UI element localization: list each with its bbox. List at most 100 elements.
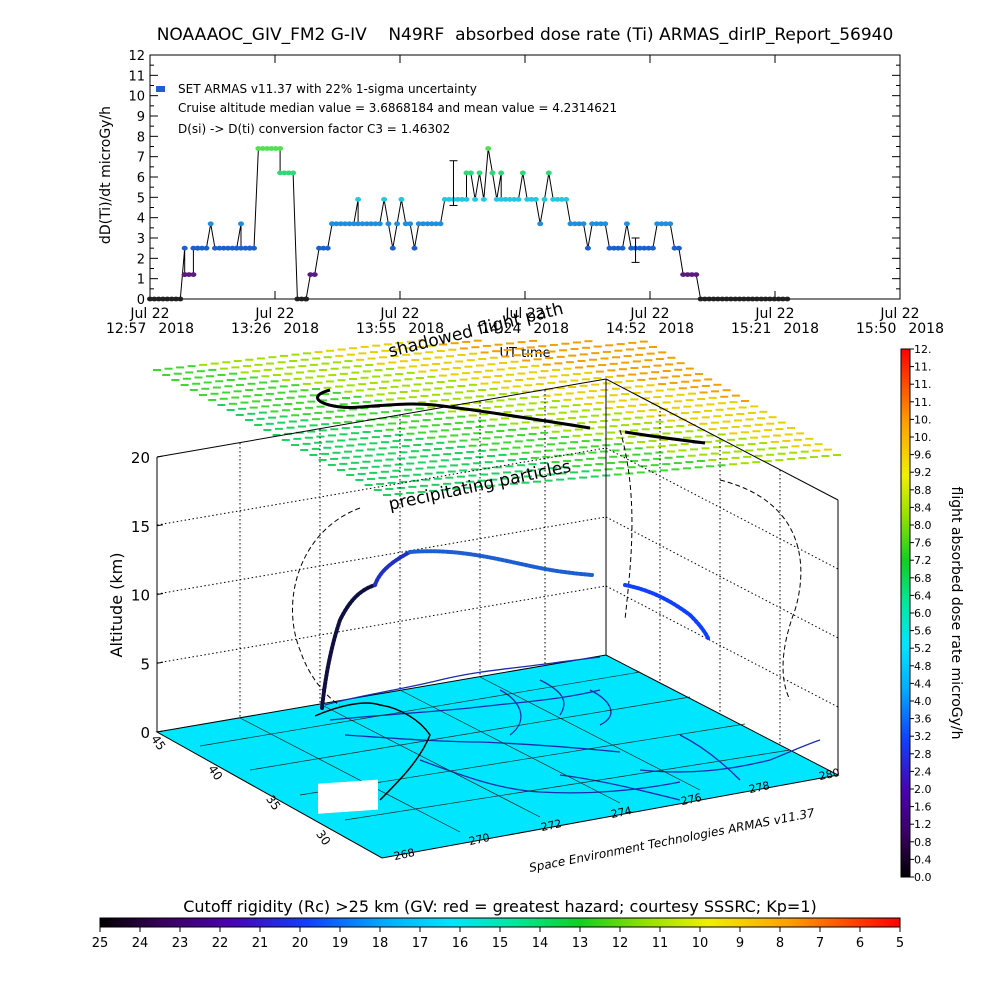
right-top-edge — [605, 378, 839, 501]
y-tick-label: 0 — [137, 293, 145, 308]
data-point — [394, 221, 401, 227]
z-tick-label: 20 — [131, 449, 150, 467]
y-tick-label: 1 — [137, 273, 145, 288]
data-point — [359, 221, 366, 227]
data-point — [233, 245, 240, 251]
data-point — [723, 296, 730, 302]
x-tick-year: 2018 — [533, 321, 569, 337]
dose-colorbar-tick-label: 4.8 — [914, 660, 932, 673]
dose-colorbar-tick-label: 4.0 — [914, 695, 932, 708]
rigidity-colorbar-bar — [99, 917, 901, 928]
y-tick-label: 8 — [137, 130, 145, 145]
data-point — [636, 245, 643, 251]
legend-line-1: SET ARMAS v11.37 with 22% 1-sigma uncert… — [178, 82, 477, 96]
data-point — [593, 221, 600, 227]
y-tick-label: 4 — [137, 212, 145, 227]
legend-marker — [156, 86, 165, 92]
data-point — [311, 272, 318, 277]
data-point — [697, 296, 704, 302]
data-point — [441, 197, 448, 202]
dose-colorbar-tick-label: 5.2 — [914, 642, 932, 655]
longitude-tick-label: 268 — [393, 846, 416, 863]
rigidity-colorbar-tick-label: 21 — [252, 936, 269, 951]
longitude-tick-label: 270 — [468, 831, 491, 848]
x-tick-date: Jul 22 — [379, 306, 419, 322]
data-point — [463, 170, 470, 176]
rigidity-colorbar-tick-label: 12 — [612, 936, 629, 951]
data-point — [407, 221, 414, 227]
data-point — [489, 170, 496, 176]
particle-cloud — [153, 339, 841, 496]
z-tick-mark — [156, 524, 164, 527]
rigidity-colorbar-tick-label: 9 — [736, 936, 744, 951]
longitude-tick-label: 278 — [748, 779, 771, 796]
data-point — [485, 146, 492, 151]
data-point — [246, 245, 253, 251]
data-point — [303, 296, 310, 302]
rigidity-colorbar-tick-label: 7 — [816, 936, 824, 951]
rigidity-colorbar-title: Cutoff rigidity (Rc) >25 km (GV: red = g… — [183, 897, 817, 916]
x-tick-time-value: 12:57 — [106, 321, 146, 337]
x-tick-date: Jul 22 — [879, 306, 919, 322]
z-tick-mark — [156, 455, 164, 458]
data-point — [398, 197, 405, 202]
rigidity-colorbar-tick-label: 8 — [776, 936, 784, 951]
data-point — [550, 197, 557, 202]
data-point — [199, 245, 205, 251]
data-point — [190, 272, 197, 277]
data-point — [688, 272, 695, 277]
data-point — [589, 221, 596, 227]
z-axis-label: Altitude (km) — [107, 553, 126, 658]
data-point — [368, 221, 375, 227]
data-point — [186, 272, 192, 277]
data-point — [779, 296, 786, 302]
data-point — [701, 296, 708, 302]
data-point — [238, 245, 244, 251]
rigidity-colorbar-tick-label: 24 — [132, 936, 149, 951]
data-point — [680, 272, 687, 277]
data-point — [147, 296, 153, 302]
map-land-outlines — [324, 656, 821, 801]
data-point — [173, 296, 179, 302]
longitude-tick-label: 276 — [680, 791, 703, 808]
data-point — [255, 146, 262, 151]
dose-colorbar-tick-label: 9.6 — [914, 449, 932, 462]
y-tick-label: 9 — [137, 110, 145, 125]
data-point — [480, 197, 487, 202]
data-point — [181, 245, 188, 251]
data-point — [376, 221, 383, 227]
data-point — [342, 221, 349, 227]
rigidity-colorbar-tick-label: 25 — [92, 936, 109, 951]
data-point — [389, 245, 396, 251]
data-point — [545, 170, 552, 176]
dose-colorbar-tick-label: 7.2 — [914, 554, 932, 567]
x-tick-time: 13:55 2018 — [356, 321, 444, 337]
data-point — [177, 296, 184, 302]
data-point — [606, 245, 613, 251]
data-point — [610, 245, 617, 251]
rigidity-colorbar-tick-label: 20 — [292, 936, 309, 951]
data-point — [277, 146, 284, 151]
latitude-tick-label: 30 — [313, 827, 333, 848]
data-point — [238, 221, 244, 227]
data-point — [602, 221, 609, 227]
dose-colorbar-tick-label: 4.4 — [914, 677, 932, 690]
x-tick-time: 15:21 2018 — [731, 321, 819, 337]
3d-plot: shadowed flight path precipitating parti… — [107, 299, 841, 875]
dose-colorbar-tick-label: 2.4 — [914, 765, 932, 778]
legend-line-2: Cruise altitude median value = 3.6868184… — [178, 101, 617, 115]
data-point — [402, 221, 409, 227]
flight-track-shadow-top — [316, 388, 706, 445]
data-point — [207, 221, 214, 227]
data-point — [229, 245, 236, 251]
data-point — [597, 221, 604, 227]
data-point — [498, 170, 505, 176]
data-point — [372, 221, 379, 227]
dose-colorbar: 0.0 0.4 0.8 1.2 1.6 2.0 2.4 2.8 3.2 3.6 4.0 4.4 4.8 5… — [900, 343, 964, 884]
dose-colorbar-label: flight absorbed dose rate microGy/h — [948, 487, 964, 740]
data-point — [424, 221, 431, 227]
data-point — [554, 197, 561, 202]
data-point — [285, 170, 292, 176]
